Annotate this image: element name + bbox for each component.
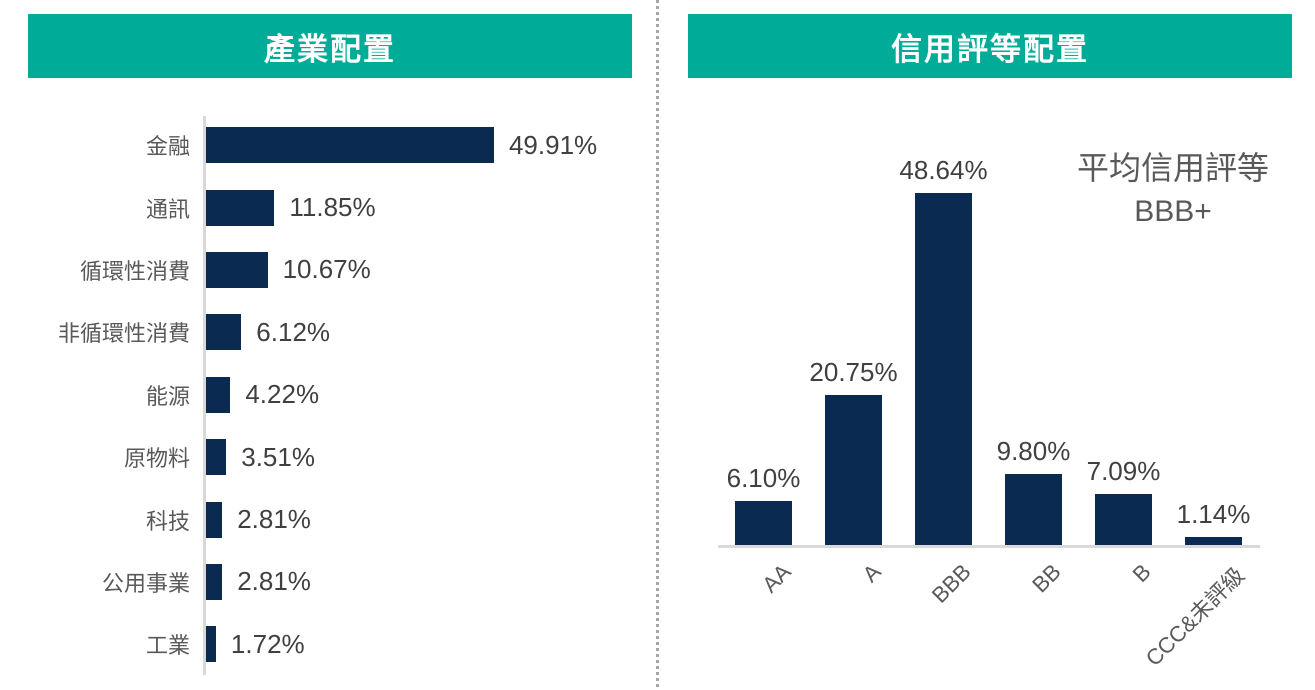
value-label: 7.09% (1086, 456, 1161, 486)
industry-row: 金融 49.91% (28, 114, 632, 176)
industry-bar-rows: 金融 49.91% 通訊 11.85% 循環性消費 10.67% 非循環性消費 6.12% 能源… (28, 114, 632, 676)
bar-track: 49.91% (190, 127, 632, 164)
rating-bar (1005, 474, 1062, 545)
credit-rating-panel: 信用評等配置 平均信用評等 BBB+ 6.10% AA 20.75% A 48.64% B… (688, 14, 1292, 690)
industry-bar-chart: 金融 49.91% 通訊 11.85% 循環性消費 10.67% 非循環性消費 6.12% 能源… (28, 114, 632, 676)
value-label: 2.81% (237, 566, 311, 597)
average-rating-label: 平均信用評等 (1076, 150, 1269, 186)
value-label: 49.91% (508, 129, 598, 160)
industry-row: 通訊 11.85% (28, 176, 632, 238)
bar-track: 11.85% (190, 189, 632, 226)
value-label: 3.51% (241, 441, 315, 472)
category-label: 循環性消費 (79, 258, 190, 284)
industry-bar (206, 189, 275, 226)
rating-bar (915, 193, 972, 545)
industry-row: 工業 1.72% (28, 613, 632, 675)
value-label: 6.10% (726, 463, 801, 493)
value-label: 1.72% (230, 628, 305, 659)
industry-row: 公用事業 2.81% (28, 551, 632, 613)
vertical-dotted-divider (656, 0, 659, 690)
credit-rating-bar-chart: 平均信用評等 BBB+ 6.10% AA 20.75% A 48.64% BBB 9.80%… (688, 78, 1292, 690)
rating-bar (825, 395, 882, 545)
bar-track: 2.81% (190, 501, 632, 538)
category-label: 工業 (145, 633, 190, 659)
value-label: 9.80% (996, 436, 1071, 466)
industry-row: 能源 4.22% (28, 364, 632, 426)
industry-allocation-panel: 產業配置 金融 49.91% 通訊 11.85% 循環性消費 10.67% 非循環性消費 6.… (28, 14, 632, 676)
credit-rating-header: 信用評等配置 (688, 14, 1292, 78)
average-rating-annotation: 平均信用評等 BBB+ (1040, 146, 1306, 234)
category-label: 能源 (145, 383, 190, 409)
industry-bar (206, 563, 223, 600)
category-label: 非循環性消費 (57, 321, 190, 347)
rating-bar (735, 501, 792, 545)
bar-track: 2.81% (190, 563, 632, 600)
rating-bar (1095, 494, 1152, 545)
category-label: 通訊 (145, 196, 190, 222)
average-rating-value: BBB+ (1134, 195, 1212, 228)
value-label: 6.12% (256, 316, 331, 347)
bar-track: 4.22% (190, 376, 632, 413)
bar-track: 6.12% (190, 314, 632, 351)
category-label: 原物料 (123, 446, 190, 472)
credit-rating-title: 信用評等配置 (891, 31, 1089, 67)
industry-row: 非循環性消費 6.12% (28, 301, 632, 363)
rating-bar (1185, 537, 1242, 545)
bar-track: 10.67% (190, 251, 632, 288)
bar-track: 1.72% (190, 626, 632, 663)
value-label: 4.22% (245, 379, 320, 410)
industry-bar (206, 376, 231, 413)
industry-bar (206, 314, 242, 351)
value-label: 10.67% (282, 254, 371, 285)
industry-bar (206, 251, 268, 288)
industry-bar (206, 439, 227, 476)
value-label: 1.14% (1176, 499, 1251, 529)
category-label: 金融 (145, 134, 190, 160)
industry-allocation-header: 產業配置 (28, 14, 632, 78)
value-label: 2.81% (237, 504, 311, 535)
industry-allocation-title: 產業配置 (264, 31, 396, 67)
x-axis-line (718, 545, 1260, 548)
value-label: 48.64% (899, 155, 988, 185)
y-axis-line (203, 116, 206, 675)
value-label: 11.85% (289, 192, 376, 223)
bar-track: 3.51% (190, 439, 632, 476)
industry-bar (206, 626, 216, 663)
industry-bar (206, 501, 223, 538)
industry-row: 科技 2.81% (28, 488, 632, 550)
industry-row: 循環性消費 10.67% (28, 239, 632, 301)
industry-row: 原物料 3.51% (28, 426, 632, 488)
category-label: 科技 (145, 508, 190, 534)
category-label: 公用事業 (101, 570, 190, 596)
value-label: 20.75% (809, 357, 898, 387)
industry-bar (206, 127, 494, 164)
